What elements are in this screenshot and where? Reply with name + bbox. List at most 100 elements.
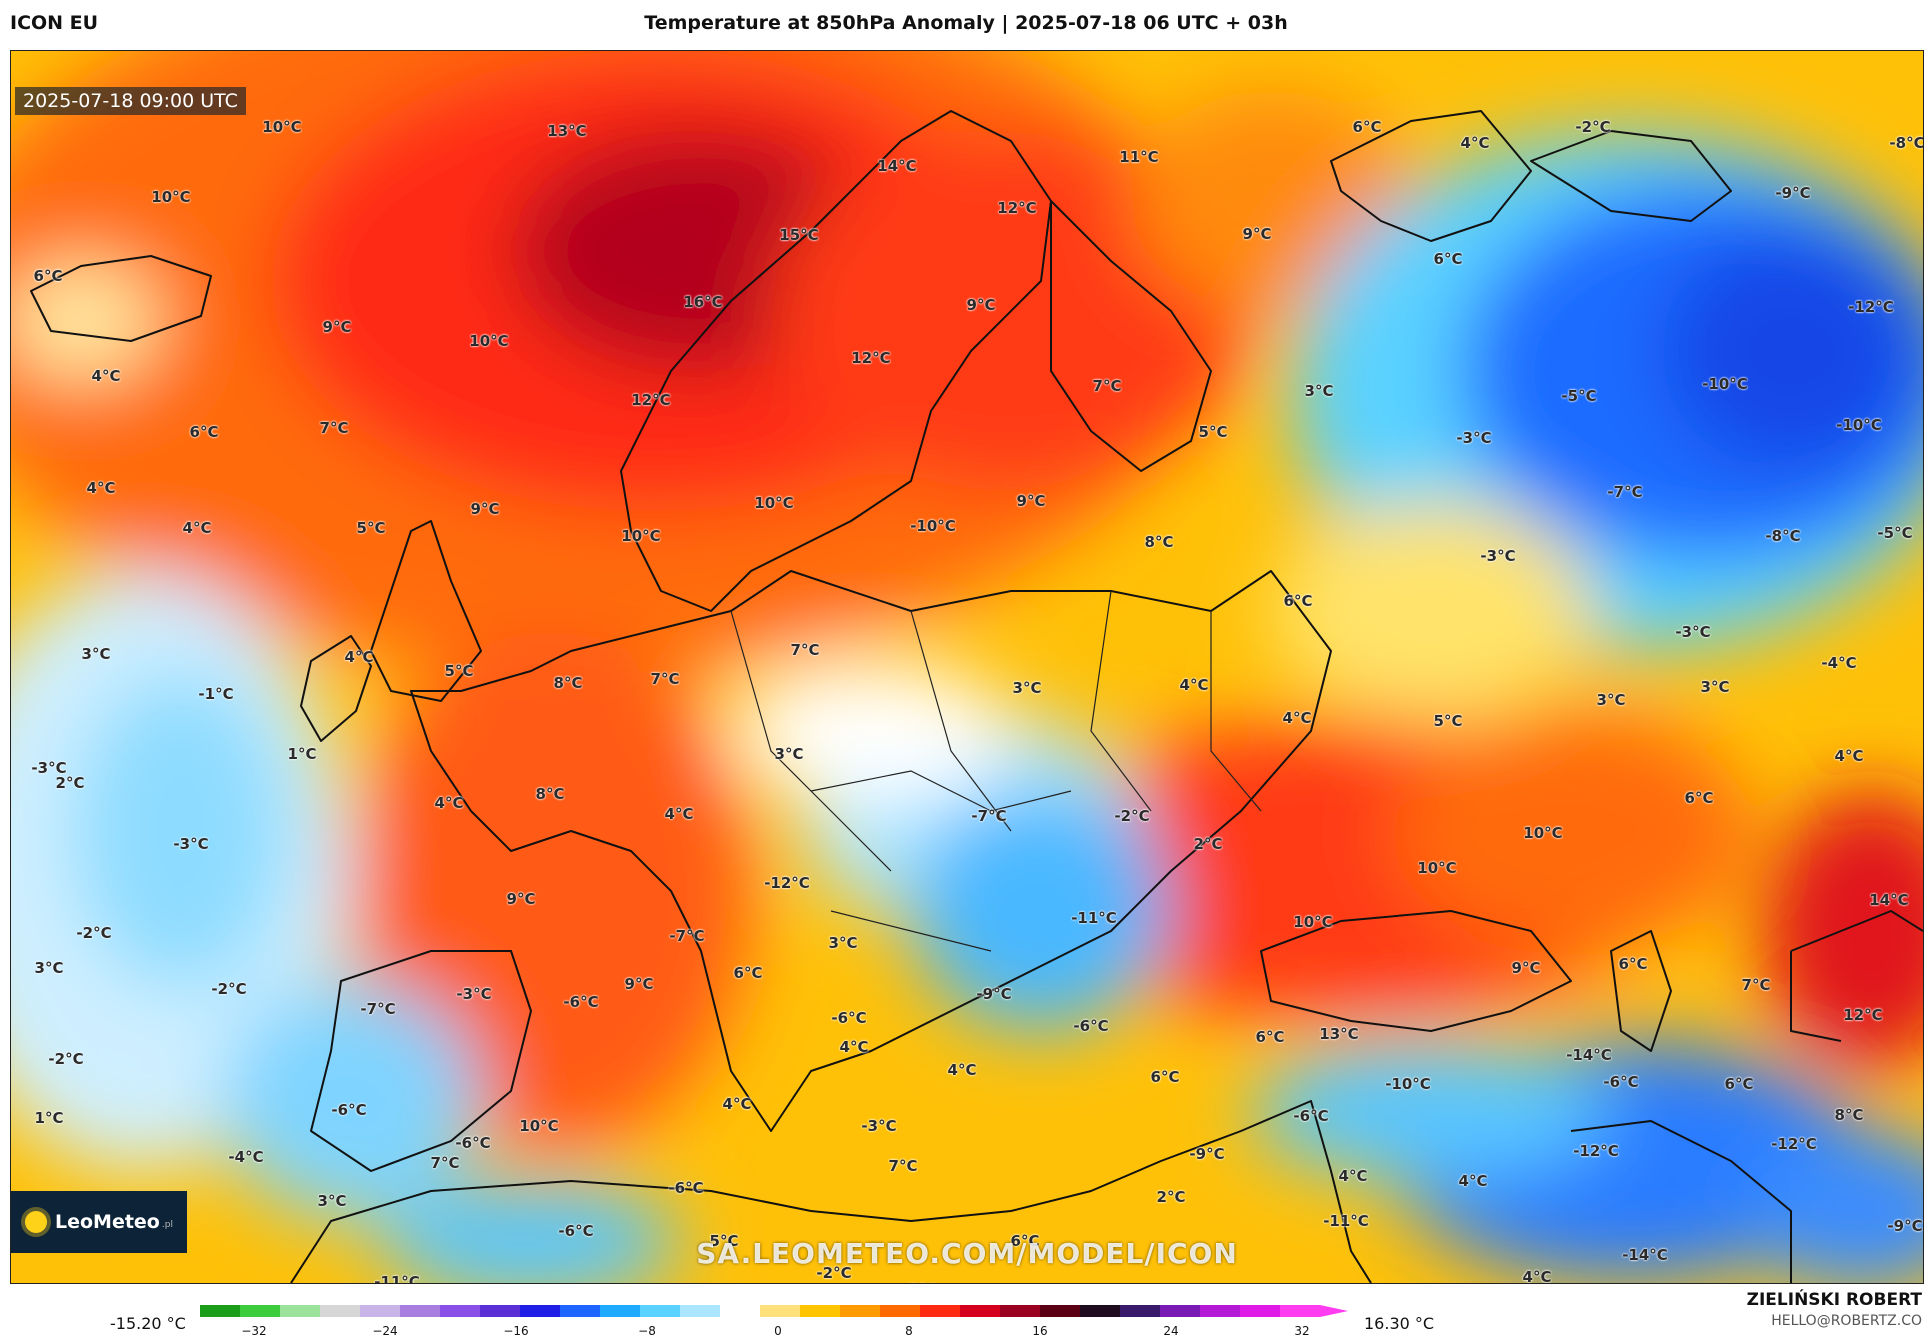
temperature-label: -7°C <box>360 1000 396 1018</box>
temperature-label: 6°C <box>1724 1075 1754 1093</box>
temperature-label: -7°C <box>1607 483 1643 501</box>
temperature-label: 4°C <box>1522 1268 1552 1284</box>
temperature-label: -11°C <box>1323 1212 1369 1230</box>
temperature-label: 6°C <box>33 267 63 285</box>
colorbar-tick-label: −24 <box>372 1324 398 1338</box>
temperature-label: 10°C <box>1417 859 1457 877</box>
temperature-label: -2°C <box>1114 807 1150 825</box>
temperature-label: -3°C <box>861 1117 897 1135</box>
colorbar-tick-label: −8 <box>638 1324 656 1338</box>
temperature-label: -2°C <box>48 1050 84 1068</box>
temperature-label: 5°C <box>356 519 386 537</box>
colorbar-segment <box>440 1305 481 1317</box>
temperature-label: 7°C <box>319 419 349 437</box>
temperature-label: 8°C <box>535 785 565 803</box>
temperature-label: -6°C <box>331 1101 367 1119</box>
temperature-label: 5°C <box>1198 423 1228 441</box>
temperature-label: 7°C <box>1092 377 1122 395</box>
temperature-label: 1°C <box>34 1109 64 1127</box>
borders <box>730 590 1262 952</box>
colorbar-extend-arrow <box>1320 1305 1348 1317</box>
temperature-label: 9°C <box>966 296 996 314</box>
temperature-label: 3°C <box>1012 679 1042 697</box>
colorbar-segment <box>560 1305 601 1317</box>
temperature-label: 6°C <box>1010 1232 1040 1250</box>
temperature-label: 10°C <box>469 332 509 350</box>
temperature-label: 16°C <box>683 293 723 311</box>
temperature-label: 4°C <box>91 367 121 385</box>
leometeo-logo[interactable]: LeoMeteo .pl <box>11 1191 187 1253</box>
temperature-label: -8°C <box>1765 527 1801 545</box>
sun-icon <box>25 1211 47 1233</box>
temperature-label: 13°C <box>1319 1025 1359 1043</box>
temperature-label: 3°C <box>1700 678 1730 696</box>
temperature-label: -3°C <box>1480 547 1516 565</box>
colorbar-segment <box>840 1305 881 1317</box>
temperature-label: 10°C <box>754 494 794 512</box>
colorbar-segment <box>640 1305 681 1317</box>
temperature-label: 4°C <box>434 794 464 812</box>
temperature-label: -12°C <box>1848 298 1894 316</box>
temperature-label: -6°C <box>1603 1073 1639 1091</box>
colorbar-tick-label: 32 <box>1294 1324 1310 1338</box>
temperature-label: 14°C <box>1869 891 1909 909</box>
colorbar-tick-label: 0 <box>774 1324 782 1338</box>
author-email: HELLO@ROBERTZ.CO <box>1771 1313 1922 1329</box>
anomaly-map: 10°C 13°C 14°C 11°C 6°C 4°C -2°C -8°C 10°C 15°C 12… <box>10 50 1924 1284</box>
temperature-label: 4°C <box>1460 134 1490 152</box>
colorbar-segment <box>520 1305 561 1317</box>
temperature-label: 10°C <box>519 1117 559 1135</box>
temperature-label: 6°C <box>733 964 763 982</box>
temperature-label: 4°C <box>947 1061 977 1079</box>
temperature-label: -3°C <box>173 835 209 853</box>
logo-suffix: .pl <box>161 1220 173 1230</box>
watermark: SA.LEOMETEO.COM/MODEL/ICON <box>696 1237 1238 1270</box>
temperature-label: -11°C <box>374 1273 420 1284</box>
temperature-label: -2°C <box>1575 118 1611 136</box>
temperature-label: 10°C <box>262 118 302 136</box>
temperature-label: 6°C <box>1684 789 1714 807</box>
temperature-label: 10°C <box>621 527 661 545</box>
temperature-label: -6°C <box>668 1179 704 1197</box>
temperature-label: -3°C <box>456 985 492 1003</box>
colorbar <box>200 1305 1348 1317</box>
temperature-label: -5°C <box>1561 387 1597 405</box>
colorbar-segment <box>800 1305 841 1317</box>
temperature-label: 4°C <box>1458 1172 1488 1190</box>
temperature-label: 10°C <box>151 188 191 206</box>
temperature-label: 4°C <box>182 519 212 537</box>
colorbar-segment <box>960 1305 1001 1317</box>
temperature-label: -10°C <box>1702 375 1748 393</box>
temperature-label: 3°C <box>1596 691 1626 709</box>
temperature-label: 2°C <box>1193 835 1223 853</box>
temperature-label: -4°C <box>1821 654 1857 672</box>
temperature-label: -6°C <box>558 1222 594 1240</box>
temperature-label: 5°C <box>1433 712 1463 730</box>
temperature-label: 9°C <box>1511 959 1541 977</box>
temperature-label: 14°C <box>877 157 917 175</box>
field-min-value: -15.20 °C <box>110 1314 186 1333</box>
temperature-label: 6°C <box>1433 250 1463 268</box>
colorbar-segment <box>1160 1305 1201 1317</box>
colorbar-segment <box>480 1305 521 1317</box>
temperature-label: 10°C <box>1293 913 1333 931</box>
model-name: ICON EU <box>10 12 99 34</box>
temperature-label: 9°C <box>1242 225 1272 243</box>
chart-title: Temperature at 850hPa Anomaly | 2025-07-… <box>644 12 1288 34</box>
temperature-label: -14°C <box>1622 1246 1668 1264</box>
colorbar-tick-label: 8 <box>905 1324 913 1338</box>
temperature-label: 5°C <box>909 1281 938 1283</box>
temperature-label: -12°C <box>764 874 810 892</box>
temperature-label: 6°C <box>1150 1068 1180 1086</box>
temperature-label: -9°C <box>1775 184 1811 202</box>
temperature-label: 6°C <box>1618 955 1648 973</box>
temperature-label: 7°C <box>888 1157 918 1175</box>
temperature-label: -14°C <box>1566 1046 1612 1064</box>
temperature-label: 2°C <box>1156 1188 1186 1206</box>
temperature-label: 8°C <box>1834 1106 1864 1124</box>
field-max-value: 16.30 °C <box>1364 1314 1435 1333</box>
temperature-label: 4°C <box>839 1038 869 1056</box>
temperature-label: 6°C <box>1352 118 1382 136</box>
temperature-label: 6°C <box>189 423 219 441</box>
temperature-label: -6°C <box>831 1009 867 1027</box>
